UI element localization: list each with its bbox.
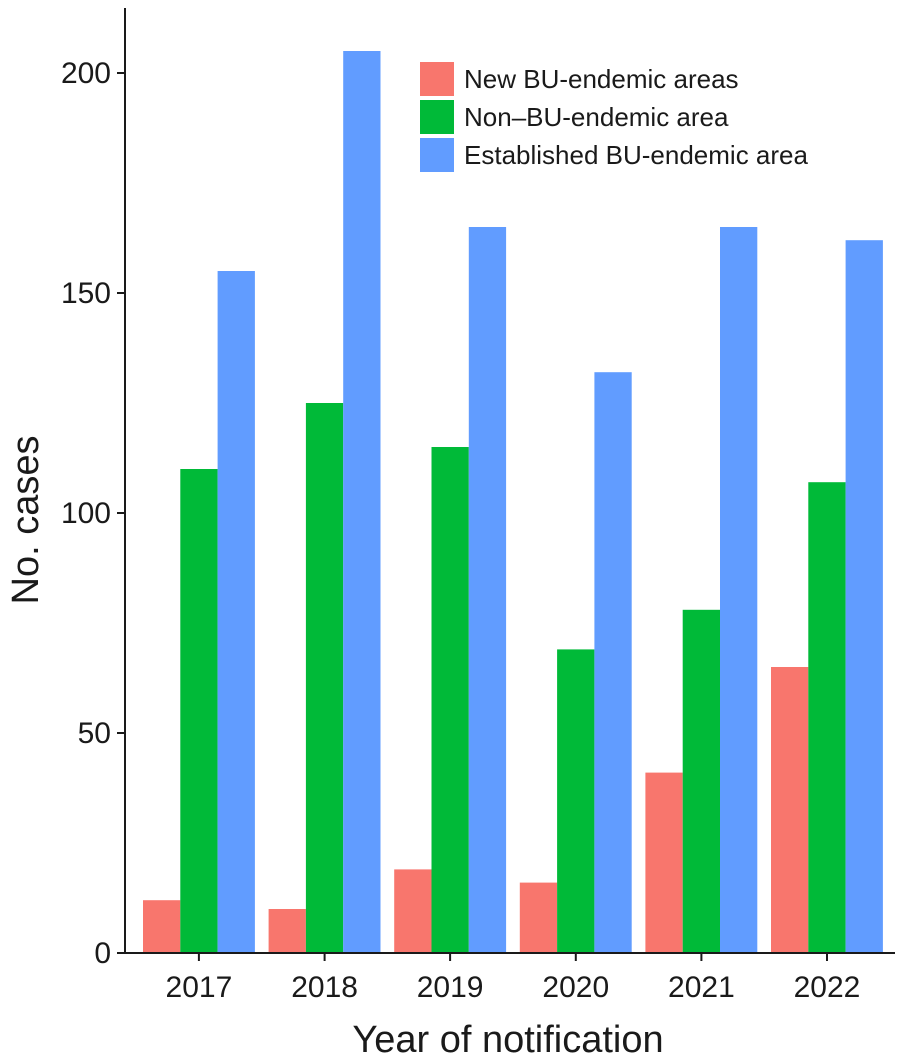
x-tick-label: 2017 [166,971,233,1004]
bar-2017-s0 [143,900,181,953]
legend-label-0: New BU-endemic areas [464,64,739,94]
bar-2019-s2 [468,227,507,953]
y-tick-label: 200 [61,57,111,90]
x-tick-label: 2021 [668,971,735,1004]
y-tick-label: 50 [78,717,111,750]
legend-swatch-1 [420,100,454,134]
y-axis-title: No. cases [5,436,47,605]
x-tick-label: 2020 [542,971,609,1004]
x-tick-label: 2018 [291,971,358,1004]
bar-2021-s1 [682,609,720,953]
legend-swatch-2 [420,138,454,172]
bar-2022-s1 [808,482,846,953]
bars-layer [143,51,883,953]
bar-2020-s2 [594,372,632,953]
bar-2017-s1 [180,469,218,953]
bar-2017-s2 [217,271,255,953]
y-axis-ticks: 0 50 100 150 200 [61,57,125,970]
bar-2022-s0 [771,667,809,953]
bar-2022-s2 [845,240,883,953]
legend-swatch-0 [420,62,454,96]
bar-2020-s1 [557,649,595,953]
legend-label-1: Non–BU-endemic area [464,102,729,132]
y-tick-label: 0 [94,937,111,970]
bar-2018-s1 [305,403,344,953]
bar-2021-s0 [645,772,683,953]
x-tick-label: 2022 [794,971,861,1004]
x-axis-ticks: 2017 2018 2019 2020 2021 2022 [166,953,861,1004]
legend-label-2: Established BU-endemic area [464,140,808,170]
x-axis-title: Year of notification [352,1019,663,1061]
y-tick-label: 150 [61,277,111,310]
bar-2019-s1 [431,447,469,953]
bar-2019-s0 [394,869,432,953]
bar-2021-s2 [720,227,758,953]
y-tick-label: 100 [61,497,111,530]
bar-2018-s0 [268,909,306,953]
x-tick-label: 2019 [417,971,484,1004]
bar-2020-s0 [519,882,558,953]
bar-2018-s2 [343,51,381,953]
legend: New BU-endemic areas Non–BU-endemic area E… [420,62,808,172]
